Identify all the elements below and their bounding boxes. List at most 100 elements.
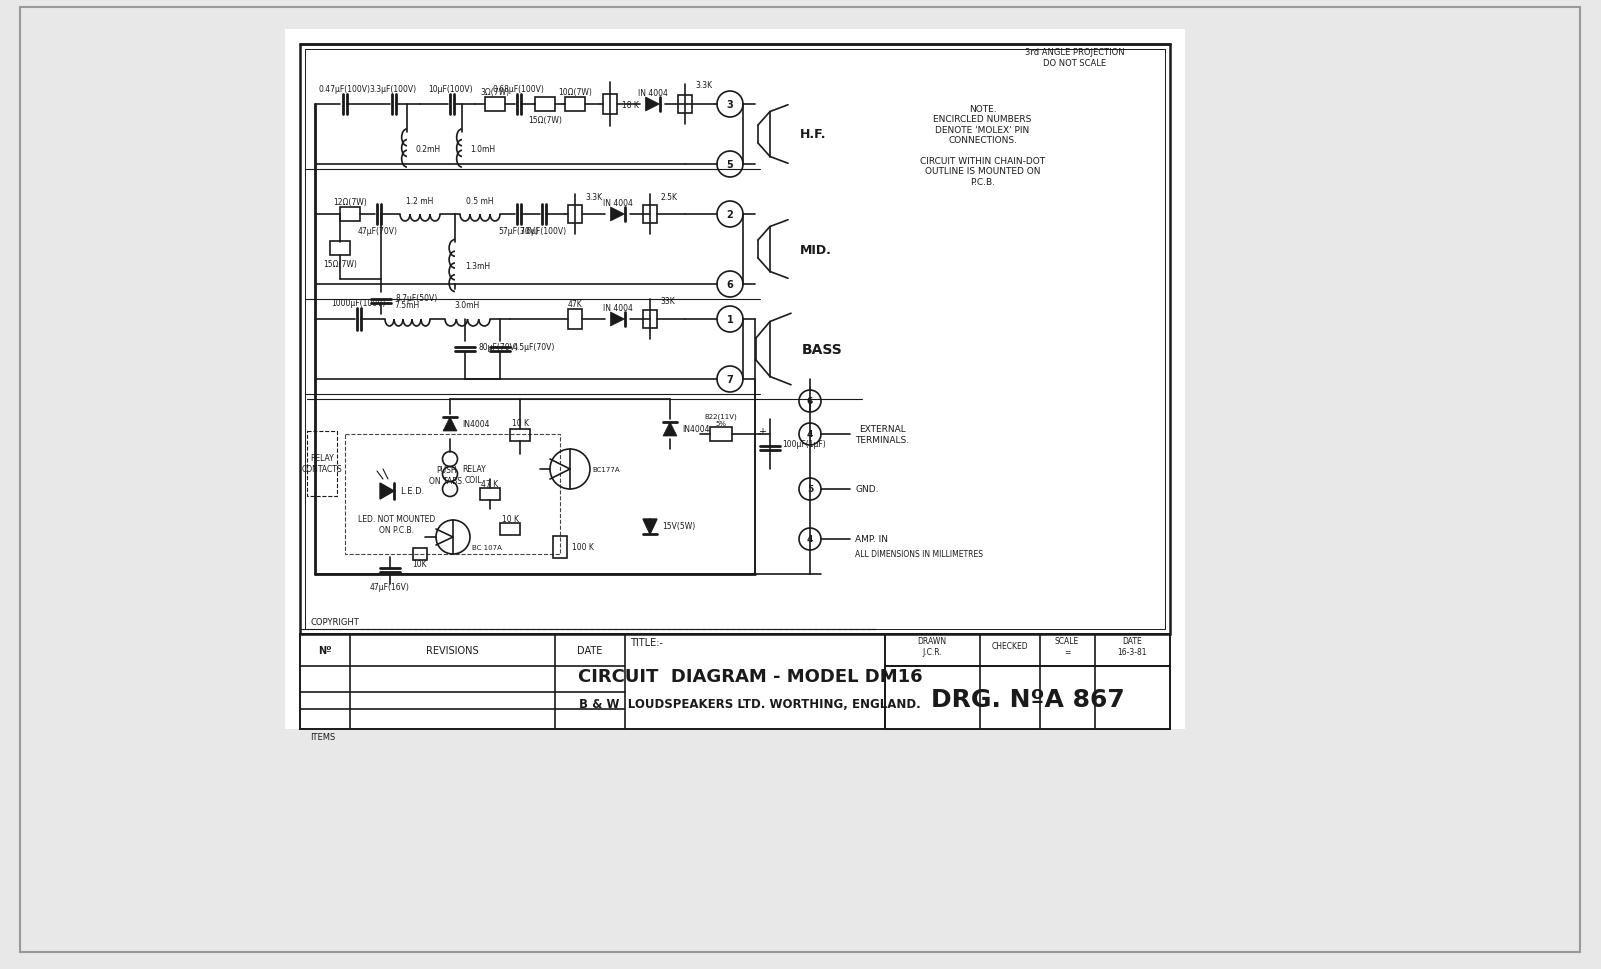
Bar bbox=[511, 429, 530, 442]
Polygon shape bbox=[379, 484, 394, 499]
Text: SCALE
=: SCALE = bbox=[1055, 637, 1079, 656]
Text: 1.2 mH: 1.2 mH bbox=[407, 197, 434, 205]
Bar bbox=[413, 548, 427, 560]
Text: 33K: 33K bbox=[660, 297, 674, 306]
Bar bbox=[306, 50, 1166, 629]
Bar bbox=[568, 205, 583, 224]
Text: ALL DIMENSIONS IN MILLIMETRES: ALL DIMENSIONS IN MILLIMETRES bbox=[855, 550, 983, 559]
Text: DATE
16-3-81: DATE 16-3-81 bbox=[1117, 637, 1146, 656]
Text: AMP. IN: AMP. IN bbox=[855, 535, 889, 544]
Bar bbox=[568, 310, 583, 329]
Text: RELAY
CONTACTS: RELAY CONTACTS bbox=[301, 453, 343, 473]
Text: DRAWN
J.C.R.: DRAWN J.C.R. bbox=[917, 637, 946, 656]
Text: 3.6μF(100V): 3.6μF(100V) bbox=[519, 227, 567, 235]
Text: 3.0mH: 3.0mH bbox=[455, 301, 480, 310]
Text: Nº: Nº bbox=[319, 645, 331, 655]
Polygon shape bbox=[644, 519, 656, 535]
Polygon shape bbox=[645, 98, 660, 111]
Text: 7.5mH: 7.5mH bbox=[394, 301, 419, 310]
Text: 57μF(70V): 57μF(70V) bbox=[498, 227, 538, 235]
Text: 0.2mH: 0.2mH bbox=[415, 144, 440, 153]
Text: 10Ω(7W): 10Ω(7W) bbox=[559, 88, 592, 98]
Polygon shape bbox=[443, 418, 456, 431]
Text: 4: 4 bbox=[807, 430, 813, 439]
Polygon shape bbox=[663, 422, 677, 437]
Text: ITEMS: ITEMS bbox=[311, 733, 335, 741]
Text: 0.47μF(100V): 0.47μF(100V) bbox=[319, 85, 370, 94]
Text: 3rd ANGLE PROJECTION
DO NOT SCALE: 3rd ANGLE PROJECTION DO NOT SCALE bbox=[1025, 48, 1126, 68]
Text: NOTE.
ENCIRCLED NUMBERS
DENOTE 'MOLEX' PIN
CONNECTIONS.

CIRCUIT WITHIN CHAIN-DO: NOTE. ENCIRCLED NUMBERS DENOTE 'MOLEX' P… bbox=[921, 105, 1045, 187]
Bar bbox=[644, 311, 656, 328]
Bar bbox=[344, 434, 560, 554]
Text: 4: 4 bbox=[807, 535, 813, 544]
Text: 100μF(1μF): 100μF(1μF) bbox=[781, 440, 826, 449]
Text: 10K: 10K bbox=[413, 560, 427, 569]
Text: PUSH
ON TABS.: PUSH ON TABS. bbox=[429, 466, 464, 485]
Bar bbox=[485, 98, 504, 111]
Text: 7: 7 bbox=[727, 375, 733, 385]
Text: 15Ω(7W): 15Ω(7W) bbox=[528, 116, 562, 125]
Text: BASS: BASS bbox=[802, 343, 842, 357]
Text: 12Ω(7W): 12Ω(7W) bbox=[333, 199, 367, 207]
Text: IN 4004: IN 4004 bbox=[602, 200, 632, 208]
Text: DRG. NºA 867: DRG. NºA 867 bbox=[932, 687, 1126, 711]
Text: 8.7μF(50V): 8.7μF(50V) bbox=[395, 295, 437, 303]
Text: 6: 6 bbox=[807, 397, 813, 406]
Bar bbox=[565, 98, 584, 111]
Text: B & W  LOUDSPEAKERS LTD. WORTHING, ENGLAND.: B & W LOUDSPEAKERS LTD. WORTHING, ENGLAN… bbox=[580, 698, 921, 711]
Text: L.E.D.: L.E.D. bbox=[400, 487, 424, 496]
Text: BC 107A: BC 107A bbox=[472, 545, 501, 550]
Text: 10 K: 10 K bbox=[511, 419, 528, 428]
Bar bbox=[339, 207, 360, 222]
Text: RELAY
COIL: RELAY COIL bbox=[463, 465, 485, 484]
Text: LED. NOT MOUNTED
ON P.C.B.: LED. NOT MOUNTED ON P.C.B. bbox=[359, 515, 435, 534]
Polygon shape bbox=[610, 207, 624, 222]
Text: 4.5μF(70V): 4.5μF(70V) bbox=[512, 343, 556, 352]
Bar bbox=[604, 95, 616, 115]
Bar bbox=[307, 431, 336, 496]
Text: 3Ω(7W): 3Ω(7W) bbox=[480, 88, 509, 98]
Text: IN4004: IN4004 bbox=[463, 421, 490, 429]
Bar bbox=[677, 96, 692, 114]
Text: IN4004: IN4004 bbox=[682, 425, 709, 434]
Text: 47μF(70V): 47μF(70V) bbox=[359, 227, 399, 235]
Text: MID.: MID. bbox=[800, 243, 833, 256]
Text: 5: 5 bbox=[727, 160, 733, 170]
Text: COPYRIGHT: COPYRIGHT bbox=[311, 618, 359, 627]
Text: 47K: 47K bbox=[568, 300, 583, 309]
Text: IN 4004: IN 4004 bbox=[602, 304, 632, 313]
Text: TITLE:-: TITLE:- bbox=[631, 638, 663, 647]
Bar bbox=[299, 45, 1170, 635]
Text: 10μF(100V): 10μF(100V) bbox=[429, 85, 474, 94]
Bar bbox=[552, 537, 567, 558]
Text: B22(11V)
5%: B22(11V) 5% bbox=[704, 413, 738, 426]
Bar bbox=[500, 523, 520, 536]
Text: 0.5 mH: 0.5 mH bbox=[466, 197, 493, 205]
Text: 1000μF(100V): 1000μF(100V) bbox=[331, 299, 386, 308]
Bar bbox=[709, 427, 732, 442]
Text: 10 K: 10 K bbox=[501, 515, 519, 524]
Text: IN 4004: IN 4004 bbox=[637, 89, 668, 99]
Text: 80μF(70V): 80μF(70V) bbox=[479, 343, 517, 352]
Text: DATE: DATE bbox=[578, 645, 602, 655]
Text: 18 K: 18 K bbox=[623, 101, 639, 109]
Text: EXTERNAL
TERMINALS.: EXTERNAL TERMINALS. bbox=[855, 424, 909, 444]
Bar bbox=[285, 30, 1185, 730]
Bar bbox=[644, 205, 656, 224]
Text: 1.3mH: 1.3mH bbox=[464, 263, 490, 271]
Text: REVISIONS: REVISIONS bbox=[426, 645, 479, 655]
Text: 15V(5W): 15V(5W) bbox=[661, 522, 695, 531]
Text: +: + bbox=[757, 426, 765, 437]
Text: 15Ω(7W): 15Ω(7W) bbox=[323, 261, 357, 269]
Text: 3.3K: 3.3K bbox=[695, 80, 712, 89]
Polygon shape bbox=[610, 313, 624, 327]
Bar bbox=[299, 635, 1170, 730]
Text: 3: 3 bbox=[727, 100, 733, 109]
Text: BC177A: BC177A bbox=[592, 466, 620, 473]
Text: 3.3K: 3.3K bbox=[584, 192, 602, 202]
Bar bbox=[330, 241, 351, 256]
Text: 5: 5 bbox=[807, 485, 813, 494]
Text: GND.: GND. bbox=[855, 485, 879, 494]
Text: 1.0mH: 1.0mH bbox=[471, 144, 495, 153]
Bar bbox=[885, 667, 1170, 730]
